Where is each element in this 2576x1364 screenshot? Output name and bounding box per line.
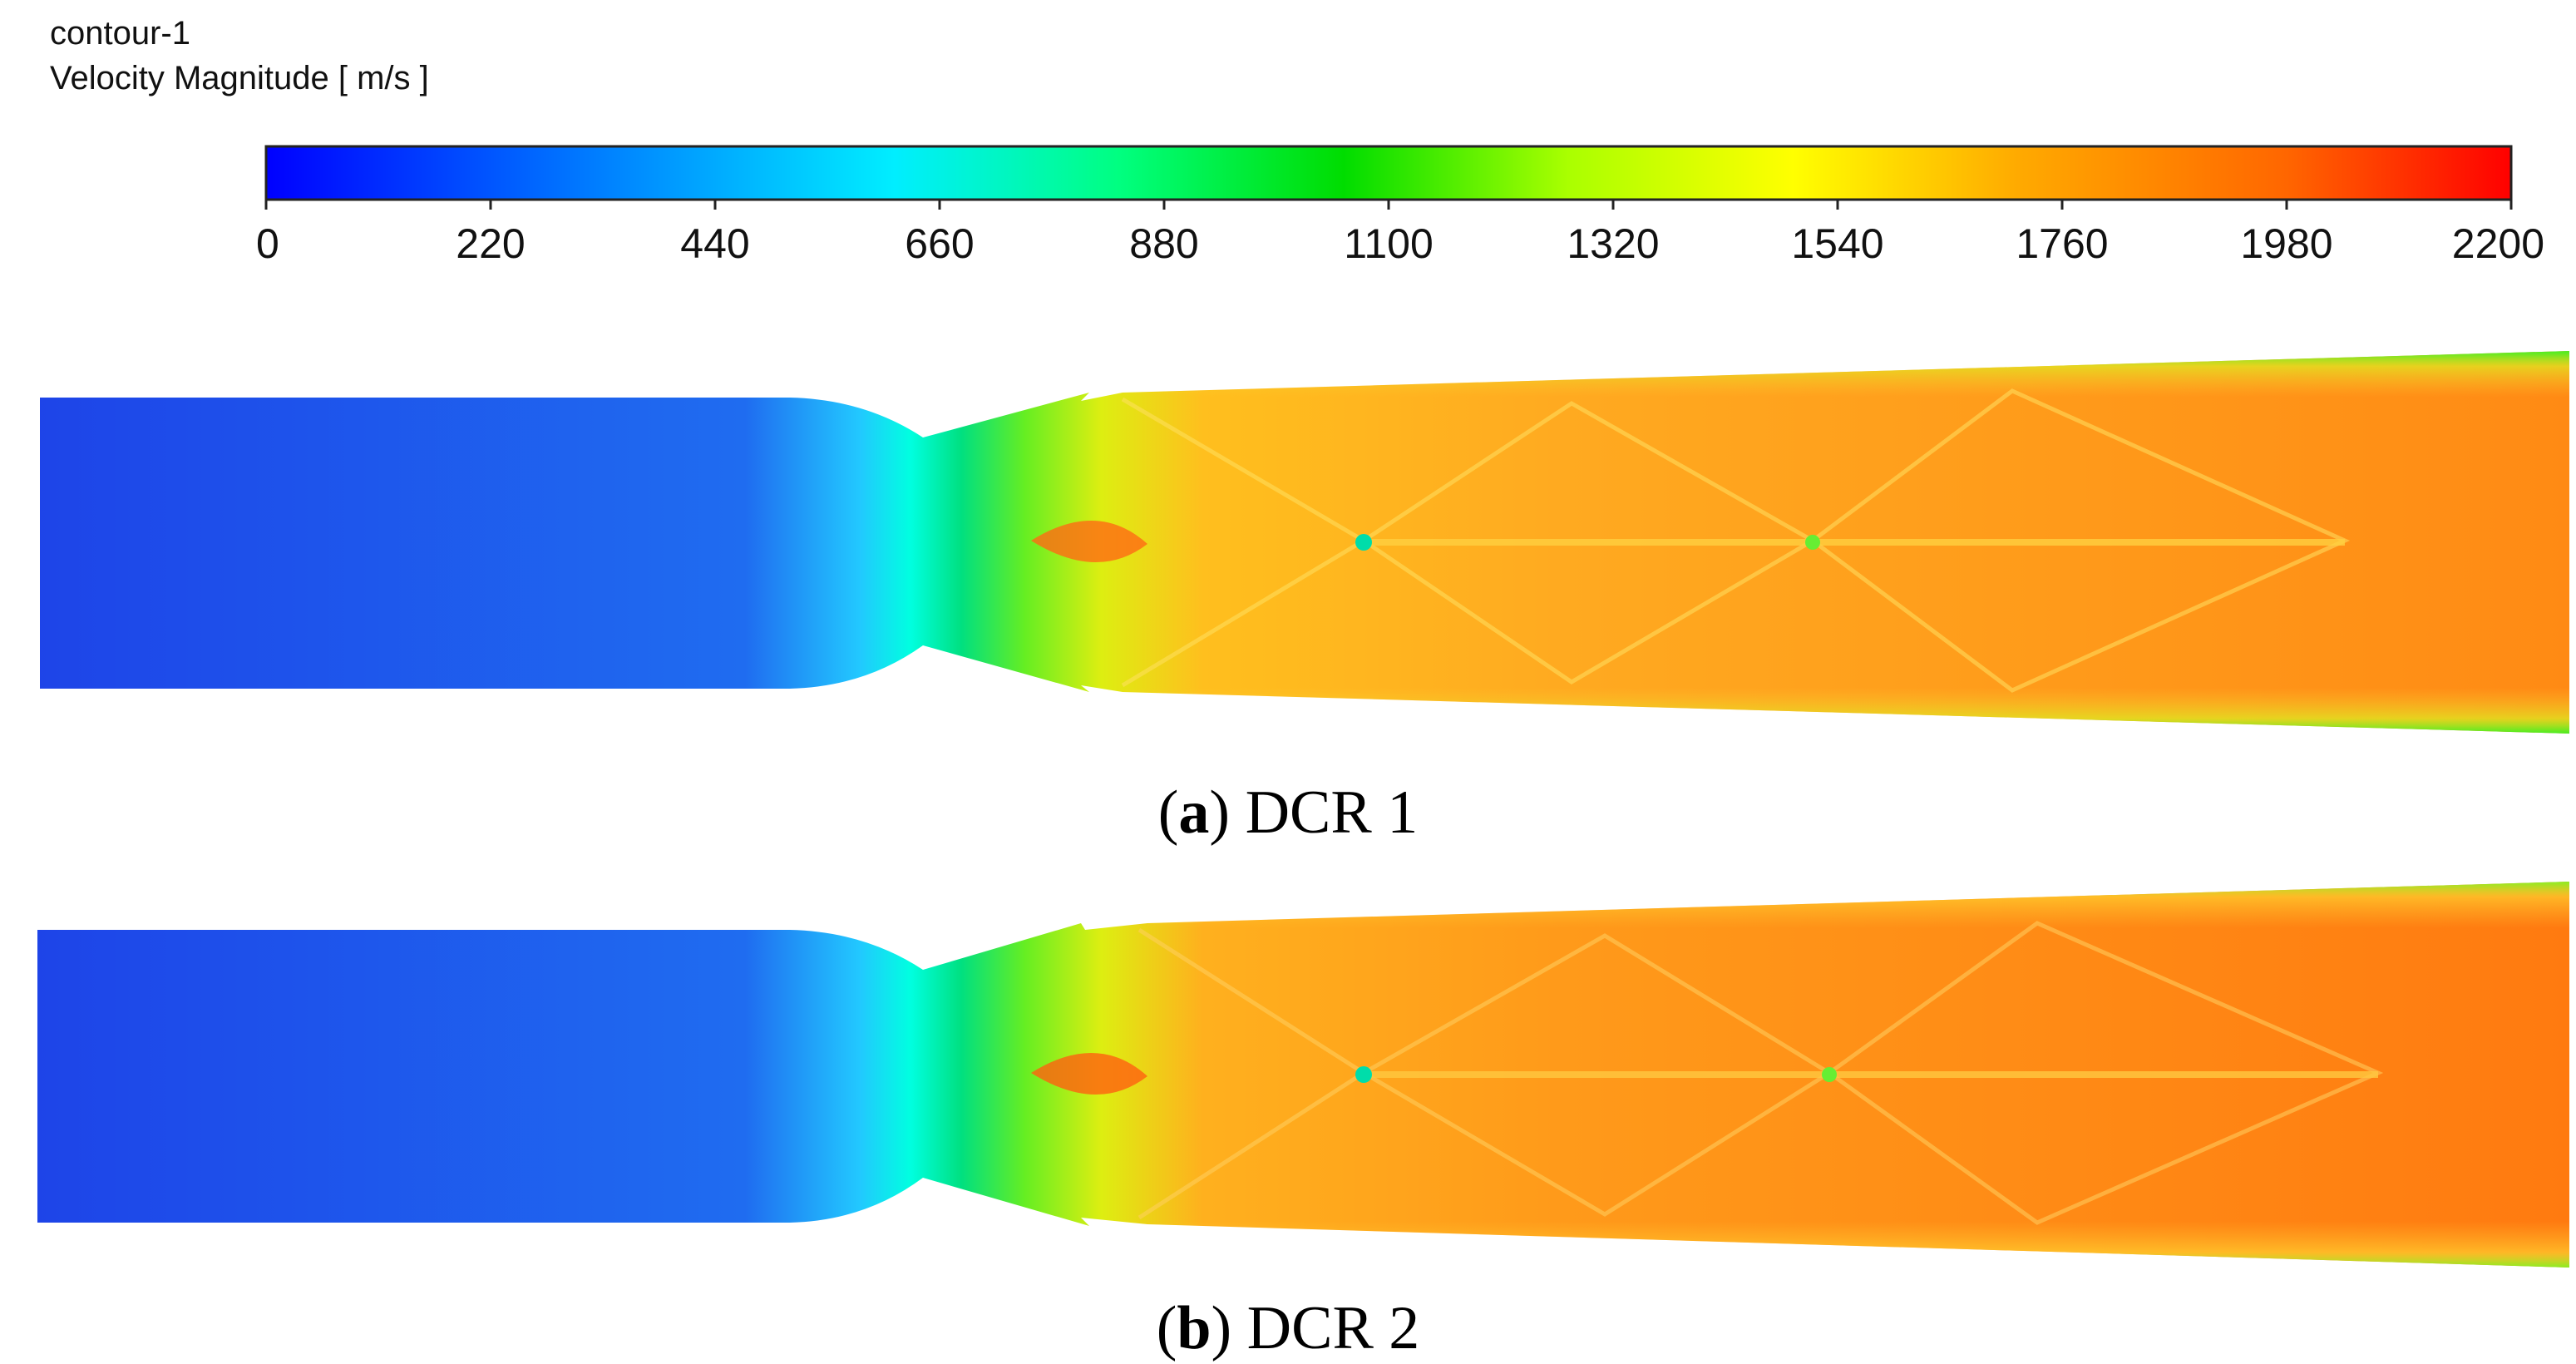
colorbar-tick-label: 440 [680,220,749,267]
colorbar-gradient [264,145,2513,201]
colorbar-tick-label: 660 [905,220,974,267]
contour-panel-b [37,882,2569,1268]
mach-disk-a [1355,534,1372,551]
colorbar-tick-label: 2200 [2452,220,2544,267]
legend-subtitle: Velocity Magnitude [ m/s ] [50,60,429,96]
colorbar-tick-label: 1540 [1791,220,1883,267]
colorbar-tick-label: 1100 [1344,220,1434,267]
colorbar-tick-label: 880 [1129,220,1198,267]
mach-disk-a-2 [1805,535,1820,550]
colorbar-tick-label: 1980 [2240,220,2332,267]
colorbar-tick-label: 220 [456,220,525,267]
colorbar-ticks: 0 220 440 660 880 1100 1320 1540 1760 1980 2200 [256,200,2544,267]
mach-disk-b [1355,1066,1372,1083]
expansion-zone-b [1031,1052,1147,1095]
colorbar: 0 220 440 660 880 1100 1320 1540 1760 1980 2200 [256,145,2544,267]
caption-b: (b) DCR 2 [1156,1294,1420,1362]
legend-title: contour-1 [50,15,190,52]
colorbar-tick-label: 0 [256,220,279,267]
colorbar-tick-label: 1320 [1567,220,1659,267]
colorbar-tick-label: 1760 [2016,220,2108,267]
caption-a: (a) DCR 1 [1157,778,1419,847]
contour-panel-a [40,351,2569,734]
mach-disk-b-2 [1822,1067,1837,1082]
expansion-zone-a [1031,520,1147,563]
